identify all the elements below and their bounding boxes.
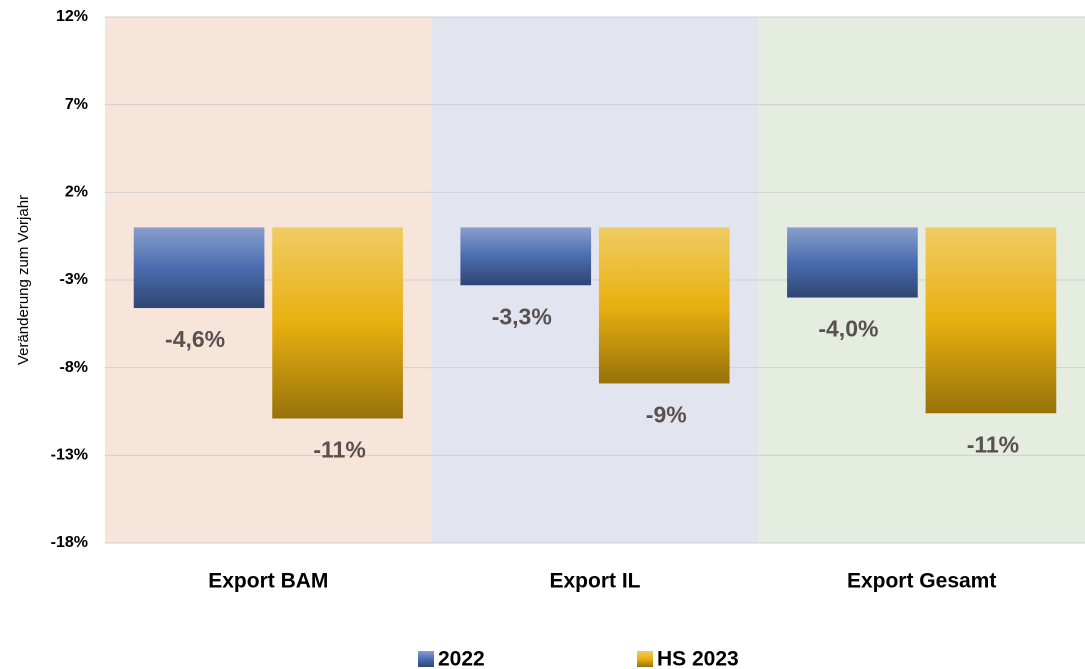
y-axis-label: Veränderung zum Vorjahr <box>15 195 32 365</box>
legend-swatch <box>637 651 653 667</box>
data-label: -4,6% <box>165 326 225 352</box>
bar <box>460 227 592 286</box>
data-label: -11% <box>313 437 365 463</box>
data-label: -3,3% <box>492 303 552 329</box>
y-tick-label: -13% <box>51 447 88 464</box>
bar <box>787 227 918 298</box>
y-tick-label: -8% <box>60 359 88 376</box>
data-label: -11% <box>967 431 1019 457</box>
y-tick-label: 2% <box>65 184 88 201</box>
y-tick-label: 7% <box>65 96 88 113</box>
x-tick-label: Export IL <box>549 570 640 593</box>
data-label: -4,0% <box>818 316 878 342</box>
bar <box>925 227 1057 414</box>
legend-label: HS 2023 <box>657 648 739 669</box>
bar <box>272 227 403 419</box>
y-tick-label: -18% <box>51 534 88 551</box>
x-tick-label: Export BAM <box>208 570 328 593</box>
data-label: -9% <box>646 402 687 428</box>
y-tick-label: -3% <box>60 271 88 288</box>
bar <box>133 227 265 309</box>
x-tick-label: Export Gesamt <box>847 570 996 593</box>
bar <box>598 227 730 384</box>
legend-label: 2022 <box>438 648 485 669</box>
y-tick-label: 12% <box>56 8 88 25</box>
legend-swatch <box>418 651 434 667</box>
